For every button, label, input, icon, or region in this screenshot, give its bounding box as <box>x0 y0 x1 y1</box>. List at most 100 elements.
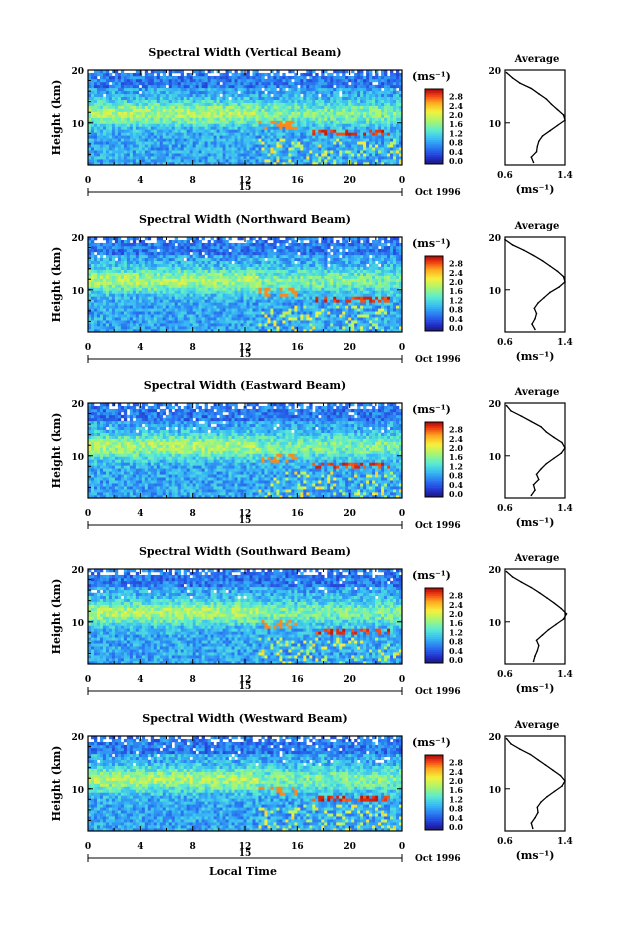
profile-point <box>549 129 551 132</box>
colorbar-tick-label: 0.8 <box>449 138 463 148</box>
colorbar-swatch <box>425 796 443 799</box>
x-tick-label: 12 <box>239 842 252 852</box>
y-tick-label: 20 <box>71 400 84 410</box>
panel-3: Spectral Width (Eastward Beam) 20 10 Height… <box>50 379 573 531</box>
colorbar-swatch <box>425 317 443 321</box>
colorbar-swatch <box>425 321 443 324</box>
profile-point <box>558 286 560 288</box>
colorbar-swatch <box>425 109 443 112</box>
profile-point <box>550 103 553 106</box>
panel-1: Spectral Width (Vertical Beam) 20 10 Height… <box>50 46 573 198</box>
colorbar-tick-label: 2.4 <box>449 268 463 278</box>
colorbar-tick-label: 0.0 <box>449 655 463 665</box>
colorbar-swatch <box>425 826 443 829</box>
colorbar-swatch <box>425 289 443 292</box>
colorbar-swatch <box>425 442 443 445</box>
colorbar-swatch <box>425 316 443 319</box>
profile-point <box>541 135 544 137</box>
profile-point <box>537 302 539 304</box>
profile-point <box>538 478 540 481</box>
colorbar-swatch <box>425 440 443 443</box>
profile-y-tick-label: 20 <box>488 67 501 77</box>
colorbar-swatch <box>425 608 443 611</box>
profile-frame <box>504 568 566 665</box>
x-tick-label: 0 <box>399 176 405 186</box>
colorbar-swatch <box>425 815 443 818</box>
colorbar-swatch <box>425 291 443 294</box>
day-label: 15 <box>239 183 252 193</box>
x-tick-label: 4 <box>137 509 143 519</box>
colorbar-swatch <box>425 813 443 816</box>
colorbar-swatch <box>425 286 443 289</box>
y-axis-label: Height (km) <box>50 80 63 156</box>
colorbar-tick-label: 0.0 <box>449 323 463 333</box>
colorbar-swatch <box>425 162 443 165</box>
colorbar-swatch <box>425 128 443 131</box>
colorbar-swatch <box>425 98 443 101</box>
profile-point <box>505 71 508 74</box>
colorbar-swatch <box>425 134 443 137</box>
profile-point <box>541 260 544 262</box>
profile-x-label: (ms⁻¹) <box>516 350 555 363</box>
profile-point <box>546 795 548 798</box>
colorbar-swatch <box>425 107 443 110</box>
profile-point <box>511 77 514 79</box>
profile-y-tick-label: 20 <box>488 234 501 244</box>
colorbar-swatch <box>425 482 443 485</box>
colorbar-swatch <box>425 798 443 801</box>
colorbar-swatch <box>425 633 443 636</box>
colorbar-unit: (ms⁻¹) <box>412 70 451 83</box>
colorbar-swatch <box>425 606 443 609</box>
profile-x-label: (ms⁻¹) <box>516 849 555 862</box>
colorbar-tick-label: 0.0 <box>449 822 463 832</box>
x-tick-label: 0 <box>399 509 405 519</box>
profile-point <box>560 607 563 610</box>
colorbar-tick-label: 0.8 <box>449 305 463 315</box>
x-tick-label: 8 <box>190 675 196 685</box>
x-tick-label: 4 <box>137 176 143 186</box>
colorbar-swatch <box>425 788 443 791</box>
profile-y-tick-label: 10 <box>488 120 501 130</box>
colorbar-swatch <box>425 92 443 95</box>
profile-point <box>553 436 555 439</box>
x-tick-label: 12 <box>239 509 252 519</box>
x-tick-label: 16 <box>291 176 304 186</box>
colorbar-swatch <box>425 603 443 606</box>
x-tick-label: 8 <box>190 343 196 353</box>
profile-x-tick-label: 0.6 <box>497 670 513 680</box>
profile-point <box>534 328 536 331</box>
panel-5: Spectral Width (Westward Beam) 20 10 Height… <box>50 712 573 878</box>
colorbar-swatch <box>425 646 443 649</box>
colorbar-tick-label: 1.6 <box>449 785 463 795</box>
profile-point <box>533 307 536 310</box>
profile-point <box>534 489 536 491</box>
colorbar-swatch <box>425 766 443 769</box>
colorbar-swatch <box>425 764 443 767</box>
profile-title: Average <box>514 54 560 65</box>
colorbar-tick-label: 0.4 <box>449 480 463 490</box>
colorbar-swatch <box>425 638 443 641</box>
colorbar-tick-label: 0.8 <box>449 637 463 647</box>
profile-y-tick-label: 10 <box>488 786 501 796</box>
colorbar-swatch <box>425 141 443 144</box>
colorbar-frame <box>424 587 444 664</box>
profile-point <box>511 576 514 578</box>
profile-point <box>549 291 551 294</box>
colorbar-swatch <box>425 89 443 92</box>
colorbar-tick-label: 2.8 <box>449 92 463 102</box>
profile-point <box>530 822 533 824</box>
profile-point <box>519 82 521 84</box>
colorbar-swatch <box>425 461 443 464</box>
colorbar-swatch <box>425 618 443 621</box>
profile-point <box>541 634 544 636</box>
colorbar-swatch <box>425 467 443 470</box>
heatmap-cells <box>88 569 403 665</box>
colorbar-swatch <box>425 100 443 103</box>
colorbar-swatch <box>425 816 443 820</box>
colorbar-swatch <box>425 807 443 810</box>
colorbar-swatch <box>425 824 443 827</box>
colorbar-swatch <box>425 655 443 658</box>
colorbar-swatch <box>425 444 443 447</box>
colorbar-swatch <box>425 811 443 814</box>
